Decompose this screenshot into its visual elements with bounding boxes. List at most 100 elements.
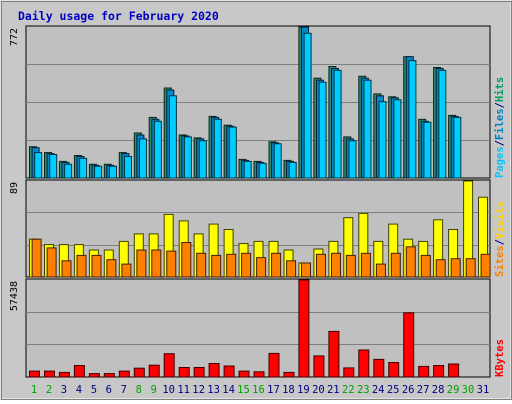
day-label-6: 6: [106, 384, 112, 396]
day-label-2: 2: [46, 384, 52, 396]
visits-sites-bar-sites-day-8: [136, 249, 147, 278]
day-label-7: 7: [121, 384, 127, 396]
day-label-22: 22: [342, 384, 355, 396]
visits-sites-bar-sites-day-16: [256, 257, 267, 278]
kbytes-panel: 57438 KBytes: [9, 278, 506, 378]
kbytes-bar-kbytes-day-26: [403, 312, 415, 378]
legend-item: Hits: [494, 77, 506, 102]
legend-item: /: [494, 140, 506, 146]
kbytes-bar-kbytes-day-27: [418, 365, 430, 378]
pages-files-hits-bar-pages-day-8: [139, 138, 147, 179]
visits-sites-bar-sites-day-3: [61, 260, 72, 278]
day-label-18: 18: [282, 384, 295, 396]
pages-files-hits-bar-pages-day-18: [288, 161, 297, 179]
day-label-17: 17: [267, 384, 280, 396]
kbytes-bar-kbytes-day-19: [298, 279, 310, 378]
visits-sites-legend: Sites/Visits: [494, 201, 506, 277]
kbytes-bar-kbytes-day-20: [313, 355, 325, 378]
pages-files-hits-bar-pages-day-7: [124, 156, 132, 179]
pages-files-hits-bar-pages-day-13: [213, 118, 222, 179]
pages-files-hits-bar-pages-day-22: [348, 140, 357, 179]
pages-files-hits-bar-pages-day-12: [198, 140, 207, 179]
visits-sites-bar-sites-day-4: [76, 254, 87, 278]
pages-files-hits-bar-pages-day-1: [34, 152, 43, 179]
visits-sites-bar-sites-day-27: [420, 254, 431, 278]
visits-sites-bar-sites-day-11: [181, 242, 192, 278]
kbytes-bar-kbytes-day-1: [29, 370, 40, 378]
visits-sites-bar-sites-day-28: [435, 259, 446, 278]
kbytes-bar-kbytes-day-29: [448, 363, 460, 378]
kbytes-bar-kbytes-day-6: [103, 373, 115, 378]
visits-sites-bar-sites-day-12: [196, 252, 207, 278]
kbytes-bars: [29, 279, 460, 378]
kbytes-ymax-label: 57438: [9, 281, 20, 311]
visits-sites-bar-sites-day-1: [31, 238, 42, 278]
kbytes-bar-kbytes-day-24: [373, 358, 385, 378]
day-label-29: 29: [447, 384, 460, 396]
pages-files-hits-ymax-label: 772: [9, 28, 20, 46]
visits-sites-bar-sites-day-2: [46, 247, 57, 278]
pages-files-hits-bar-pages-day-3: [64, 163, 73, 179]
kbytes-bar-kbytes-day-14: [223, 365, 235, 378]
day-label-23: 23: [357, 384, 370, 396]
kbytes-bar-kbytes-day-13: [208, 363, 220, 378]
kbytes-bar-kbytes-day-18: [283, 371, 295, 378]
legend-item: Sites: [494, 245, 506, 277]
kbytes-bar-kbytes-day-28: [433, 365, 445, 378]
day-label-9: 9: [151, 384, 157, 396]
kbytes-bar-kbytes-day-5: [88, 373, 100, 378]
visits-sites-bar-sites-day-18: [286, 260, 297, 278]
legend-item: Pages: [494, 146, 506, 178]
day-label-26: 26: [402, 384, 415, 396]
visits-sites-bar-sites-day-10: [166, 250, 177, 278]
legend-item: Files: [494, 108, 506, 140]
visits-sites-bar-sites-day-9: [151, 249, 162, 278]
legend-item: /: [494, 102, 506, 108]
visits-sites-bar-sites-day-20: [316, 253, 326, 278]
pages-files-hits-bar-pages-day-11: [183, 136, 192, 179]
pages-files-hits-bar-pages-day-10: [168, 95, 177, 179]
visits-sites-bar-sites-day-19: [301, 262, 311, 278]
day-label-10: 10: [162, 384, 175, 396]
pages-files-hits-bar-pages-day-20: [318, 81, 327, 179]
day-label-20: 20: [312, 384, 325, 396]
pages-files-hits-bar-pages-day-21: [333, 69, 342, 179]
kbytes-bar-kbytes-day-16: [253, 371, 265, 378]
pages-files-hits-bar-pages-day-28: [438, 69, 447, 179]
pages-files-hits-bar-pages-day-6: [109, 165, 117, 179]
kbytes-bar-kbytes-day-9: [148, 364, 160, 378]
kbytes-bar-kbytes-day-3: [58, 371, 70, 378]
kbytes-bar-kbytes-day-2: [44, 370, 55, 378]
pages-files-hits-bar-pages-day-26: [408, 60, 417, 179]
day-label-4: 4: [76, 384, 82, 396]
day-label-27: 27: [417, 384, 430, 396]
visits-sites-bar-sites-day-13: [211, 254, 222, 278]
kbytes-plot-area: [25, 278, 491, 378]
pages-files-hits-bar-pages-day-16: [258, 162, 267, 179]
kbytes-bar-kbytes-day-10: [163, 353, 175, 378]
pages-files-hits-bar-pages-day-27: [423, 121, 432, 179]
kbytes-bar-kbytes-day-7: [118, 370, 130, 378]
pages-files-hits-bar-pages-day-9: [153, 120, 162, 179]
day-label-11: 11: [177, 384, 190, 396]
pages-files-hits-bar-pages-day-15: [243, 160, 252, 179]
pages-files-hits-bars: [29, 26, 462, 179]
legend-item: KBytes: [494, 339, 506, 377]
day-label-12: 12: [192, 384, 205, 396]
kbytes-bar-kbytes-day-25: [388, 362, 400, 378]
day-label-16: 16: [252, 384, 265, 396]
visits-sites-bar-sites-day-15: [241, 252, 252, 278]
day-label-5: 5: [91, 384, 97, 396]
day-label-28: 28: [432, 384, 445, 396]
day-label-19: 19: [297, 384, 310, 396]
visits-sites-bar-sites-day-22: [345, 254, 356, 278]
pages-files-hits-bar-pages-day-19: [303, 32, 312, 179]
kbytes-bar-kbytes-day-4: [73, 365, 85, 378]
pages-files-hits-bar-pages-day-17: [273, 143, 282, 179]
pages-files-hits-bar-pages-day-5: [94, 165, 103, 179]
pages-files-hits-bar-pages-day-29: [453, 116, 462, 179]
visits-sites-bar-sites-day-21: [331, 252, 341, 278]
